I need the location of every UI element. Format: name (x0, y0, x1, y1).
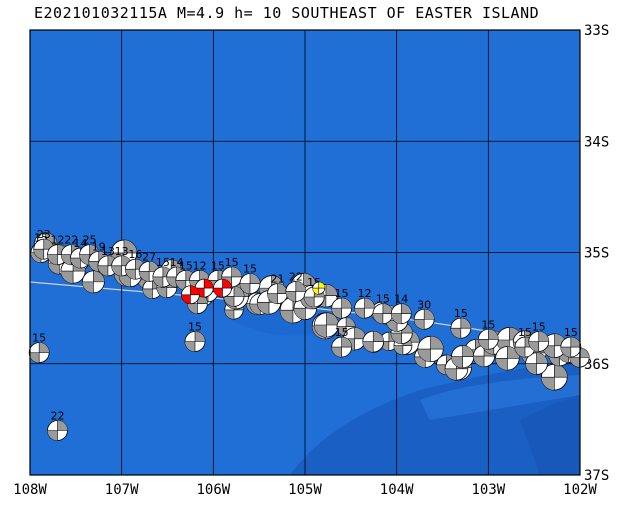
event-depth-label: 15 (532, 321, 546, 334)
event-depth-label: 13 (115, 245, 129, 258)
focal-mechanism (413, 308, 435, 330)
focal-mechanism (239, 273, 261, 295)
focal-mechanism (372, 303, 394, 325)
event-depth-label: 22 (64, 234, 78, 247)
focal-mechanism (213, 278, 232, 298)
focal-mechanism (285, 281, 307, 302)
event-depth-label: 15 (32, 332, 46, 345)
focal-mechanism (541, 363, 568, 391)
main-event-mechanism (312, 281, 326, 295)
lon-tick-label: 104W (380, 482, 414, 498)
focal-mechanism (525, 352, 548, 375)
focal-mechanism (390, 321, 413, 345)
focal-mechanism (28, 342, 50, 364)
event-depth-label: 15 (564, 326, 578, 339)
lat-tick-label: 37S (584, 468, 609, 484)
event-depth-label: 12 (358, 287, 372, 300)
focal-mechanism (417, 335, 444, 363)
event-depth-label: 22 (51, 410, 65, 423)
event-depth-label: 16 (128, 248, 142, 261)
focal-mechanism (560, 336, 582, 358)
event-depth-label: 19 (92, 240, 106, 253)
event-depth-label: 30 (417, 298, 431, 311)
map-frame (29, 29, 581, 476)
event-depth-label: 15 (225, 256, 239, 269)
focal-mechanism (184, 331, 206, 352)
lon-tick-label: 105W (288, 482, 322, 498)
event-depth-label: 15 (156, 256, 170, 269)
focal-mechanism (450, 317, 472, 339)
focal-mechanism (267, 283, 288, 305)
lat-tick-label: 35S (584, 246, 609, 262)
event-title: E202101032115A M=4.9 h= 10 SOUTHEAST OF … (34, 4, 540, 22)
lon-tick-label: 103W (471, 482, 505, 498)
event-depth-label: 27 (142, 250, 156, 263)
event-depth-label: 15 (179, 259, 193, 272)
event-depth-label: 14 (170, 256, 184, 269)
focal-mechanism (362, 330, 385, 353)
focal-mechanism (331, 336, 353, 358)
event-depth-label: 14 (394, 293, 408, 306)
event-depth-label: 15 (481, 318, 495, 331)
event-depth-label: 15 (335, 326, 349, 339)
lon-tick-label: 102W (563, 482, 597, 498)
focal-mechanism (528, 331, 550, 352)
focal-mechanism (354, 297, 375, 319)
event-depth-label: 15 (335, 287, 349, 300)
event-depth-label: 15 (376, 293, 390, 306)
event-depth-label: 21 (271, 273, 285, 286)
event-depth-label: 13 (101, 245, 115, 258)
event-depth-label: 15 (243, 263, 257, 276)
lon-tick-label: 107W (105, 482, 139, 498)
focal-mechanism (477, 328, 499, 350)
focal-mechanism (495, 346, 520, 371)
event-depth-label: 25 (83, 234, 97, 247)
lon-tick-label: 108W (13, 482, 47, 498)
focal-mechanism (181, 285, 200, 305)
focal-mechanism (390, 303, 412, 325)
event-depth-label: 12 (193, 259, 207, 272)
event-depth-label: 15 (211, 259, 225, 272)
event-depth-label: 15 (518, 326, 532, 339)
event-depth-label: 12 (51, 234, 65, 247)
lat-tick-label: 36S (584, 357, 609, 373)
focal-mechanism (82, 270, 105, 294)
event-depth-label: 15 (188, 321, 202, 334)
bathymetry (30, 281, 580, 475)
event-depth-label: 23 (37, 228, 51, 241)
lat-tick-label: 33S (584, 23, 609, 39)
lat-tick-label: 34S (584, 134, 609, 150)
focal-mechanism (451, 345, 475, 369)
focal-mechanism (47, 420, 68, 441)
lon-tick-label: 106W (196, 482, 230, 498)
axis-ticks: 108W 107W 106W 105W 104W 103W 102W 33S 34S 35S 36S… (13, 23, 609, 498)
focal-mechanism (331, 297, 353, 319)
event-depth-label: 22 (289, 270, 303, 283)
event-depth-label: 15 (454, 307, 468, 320)
